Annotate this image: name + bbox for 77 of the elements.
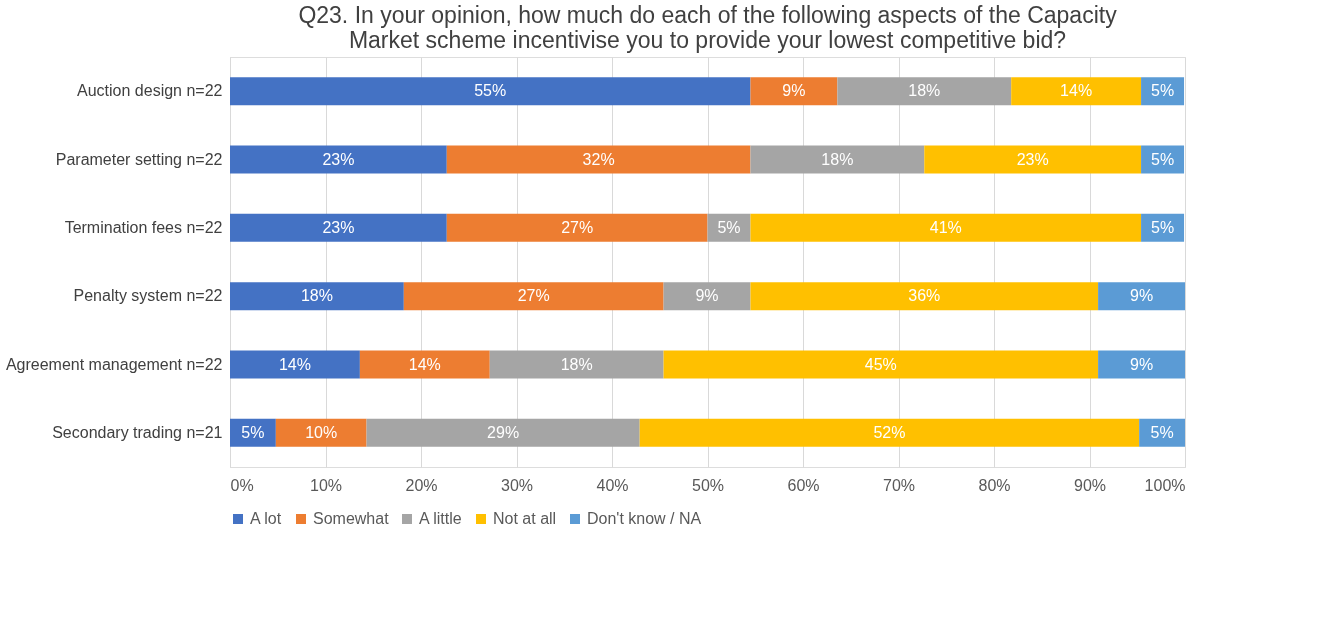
bar: [366, 418, 640, 447]
x-tick-label: 100%: [1144, 476, 1186, 494]
data-label: 9%: [782, 82, 806, 100]
y-tick-label: Agreement management n=22: [5, 355, 223, 373]
data-label: 14%: [278, 355, 311, 373]
y-tick-label: Auction design n=22: [77, 82, 223, 100]
data-label: 18%: [908, 82, 941, 100]
bar: [359, 350, 490, 379]
bar: [663, 350, 1099, 379]
data-label: 5%: [1150, 150, 1175, 168]
bar: [230, 77, 751, 106]
bar: [837, 77, 1012, 106]
data-label: 18%: [821, 150, 854, 168]
x-tick-label: 70%: [882, 476, 916, 494]
data-label: 14%: [1060, 82, 1093, 100]
bar: [1098, 350, 1185, 379]
bar: [403, 282, 664, 311]
legend-label: Not at all: [493, 510, 557, 527]
data-label: 36%: [908, 287, 941, 305]
x-tick-label: 50%: [691, 476, 725, 494]
data-label: 14%: [408, 355, 441, 373]
bar: [275, 418, 367, 447]
data-label: 18%: [560, 355, 593, 373]
bar: [639, 418, 1140, 447]
data-label: 5%: [241, 423, 265, 441]
bar: [230, 213, 447, 242]
x-tick-label: 10%: [309, 476, 343, 494]
x-tick-label: 30%: [500, 476, 534, 494]
data-label: 5%: [1150, 423, 1174, 441]
bar: [489, 350, 664, 379]
data-label: 10%: [305, 423, 338, 441]
y-tick-label: Penalty system n=22: [73, 287, 223, 305]
data-label: 45%: [864, 355, 897, 373]
legend-label: A lot: [250, 510, 282, 527]
bar: [1098, 282, 1185, 311]
x-tick-label: 40%: [596, 476, 629, 494]
data-label: 32%: [582, 150, 615, 168]
bar: [230, 282, 404, 311]
bar: [750, 213, 1142, 242]
data-label: 9%: [1129, 355, 1154, 373]
data-label: 52%: [873, 423, 906, 441]
bar: [230, 145, 447, 174]
y-tick-label: Termination fees n=22: [64, 218, 223, 236]
data-label: 41%: [929, 218, 962, 236]
chart-title: Q23. In your opinion, how much do each of the following aspects of the Capacity Market scheme incentivise you to provide your lowest competitive bid?: [298, 2, 1118, 53]
y-tick-label: Secondary trading n=21: [52, 423, 223, 441]
bar: [663, 282, 751, 311]
data-label: 18%: [300, 287, 333, 305]
bar: [1011, 77, 1142, 106]
data-label: 5%: [1150, 82, 1175, 100]
data-label: 5%: [1150, 218, 1175, 236]
data-label: 27%: [517, 287, 550, 305]
legend-label: A little: [419, 510, 462, 527]
data-label: 23%: [1016, 150, 1049, 168]
bar: [446, 145, 751, 174]
data-label: 27%: [561, 218, 594, 236]
x-tick-label: 60%: [787, 476, 820, 494]
bar: [750, 145, 925, 174]
x-tick-label: 20%: [405, 476, 438, 494]
x-tick-label: 80%: [978, 476, 1011, 494]
legend-label: Don't know / NA: [587, 510, 702, 527]
bar: [230, 350, 360, 379]
bar: [750, 282, 1099, 311]
bar: [446, 213, 708, 242]
bar: [924, 145, 1142, 174]
legend-label: Somewhat: [313, 510, 390, 527]
bar: [750, 77, 838, 106]
data-label: 5%: [717, 218, 741, 236]
data-label: 29%: [487, 423, 520, 441]
data-label: 23%: [322, 218, 355, 236]
x-tick-label: 90%: [1073, 476, 1107, 494]
data-label: 23%: [322, 150, 355, 168]
data-label: 9%: [695, 287, 719, 305]
data-label: 9%: [1129, 287, 1154, 305]
data-label: 55%: [474, 82, 507, 100]
x-tick-label: 0%: [230, 476, 254, 494]
y-tick-label: Parameter setting n=22: [55, 150, 223, 168]
